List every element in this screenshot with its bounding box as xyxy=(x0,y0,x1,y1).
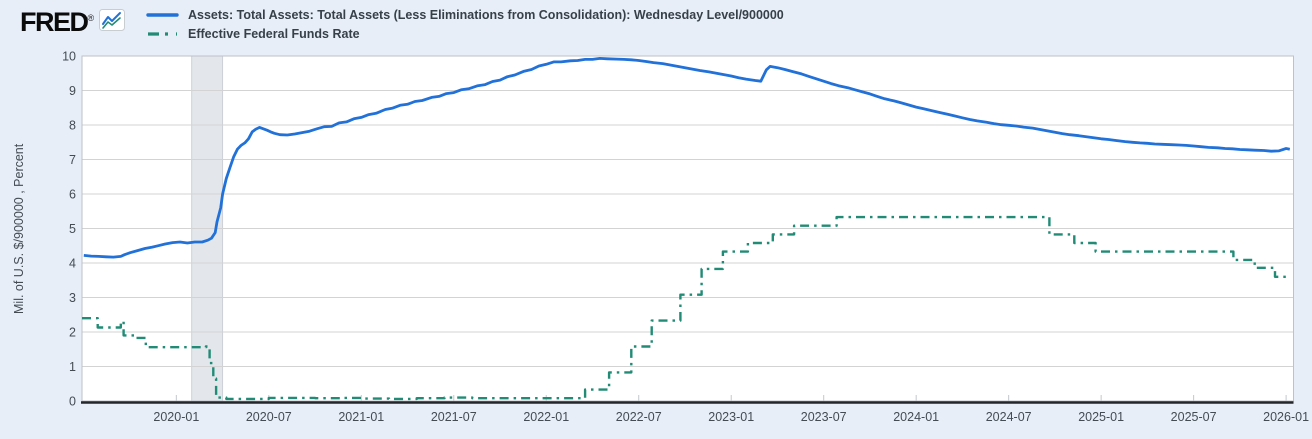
y-tick-label: 5 xyxy=(69,222,76,236)
x-tick-label: 2023-01 xyxy=(708,410,754,424)
x-tick-label: 2022-07 xyxy=(616,410,662,424)
chart-legend: Assets: Total Assets: Total Assets (Less… xyxy=(146,7,784,42)
legend-line-sample-solid xyxy=(146,13,179,17)
fred-logo-text: FRED® xyxy=(20,7,95,37)
x-tick-label: 2025-07 xyxy=(1171,410,1217,424)
y-axis-labels: 0 1 2 3 4 5 6 7 8 9 10 xyxy=(62,49,76,408)
x-axis-ticks xyxy=(175,395,1287,401)
y-tick-label: 2 xyxy=(69,325,76,339)
x-tick-label: 2025-01 xyxy=(1078,410,1124,424)
fred-logo[interactable]: FRED® xyxy=(20,4,126,37)
x-tick-label: 2021-07 xyxy=(431,410,477,424)
x-tick-label: 2022-01 xyxy=(523,410,569,424)
x-tick-label: 2020-01 xyxy=(153,410,199,424)
legend-label-effr: Effective Federal Funds Rate xyxy=(188,27,360,41)
y-tick-label: 8 xyxy=(69,118,76,132)
line-chart-icon xyxy=(99,9,126,31)
x-tick-label: 2026-01 xyxy=(1263,410,1309,424)
y-tick-label: 0 xyxy=(69,394,76,408)
legend-item-assets: Assets: Total Assets: Total Assets (Less… xyxy=(146,7,784,23)
x-tick-label: 2023-07 xyxy=(801,410,847,424)
legend-line-sample-dash-dot xyxy=(148,32,177,36)
y-tick-label: 7 xyxy=(69,153,76,167)
legend-label-assets: Assets: Total Assets: Total Assets (Less… xyxy=(188,8,784,22)
registered-mark: ® xyxy=(87,13,95,23)
x-tick-label: 2021-01 xyxy=(338,410,384,424)
y-tick-label: 9 xyxy=(69,84,76,98)
series-line-total-assets xyxy=(83,57,1291,259)
x-tick-label: 2020-07 xyxy=(246,410,292,424)
y-tick-label: 4 xyxy=(69,256,76,270)
y-tick-label: 10 xyxy=(62,49,76,63)
x-tick-label: 2024-01 xyxy=(893,410,939,424)
y-tick-label: 3 xyxy=(69,291,76,305)
x-tick-label: 2024-07 xyxy=(986,410,1032,424)
series-line-effective-federal-funds-rate xyxy=(82,215,1290,401)
legend-item-effr: Effective Federal Funds Rate xyxy=(146,26,784,42)
plot-border xyxy=(81,55,1294,402)
y-axis-title: Mil. of U.S. $/900000 , Percent xyxy=(12,143,26,314)
x-axis-labels: 2020-01 2020-07 2021-01 2021-07 2022-01 2022-… xyxy=(153,410,1309,424)
y-tick-label: 6 xyxy=(69,187,76,201)
y-tick-label: 1 xyxy=(69,360,76,374)
